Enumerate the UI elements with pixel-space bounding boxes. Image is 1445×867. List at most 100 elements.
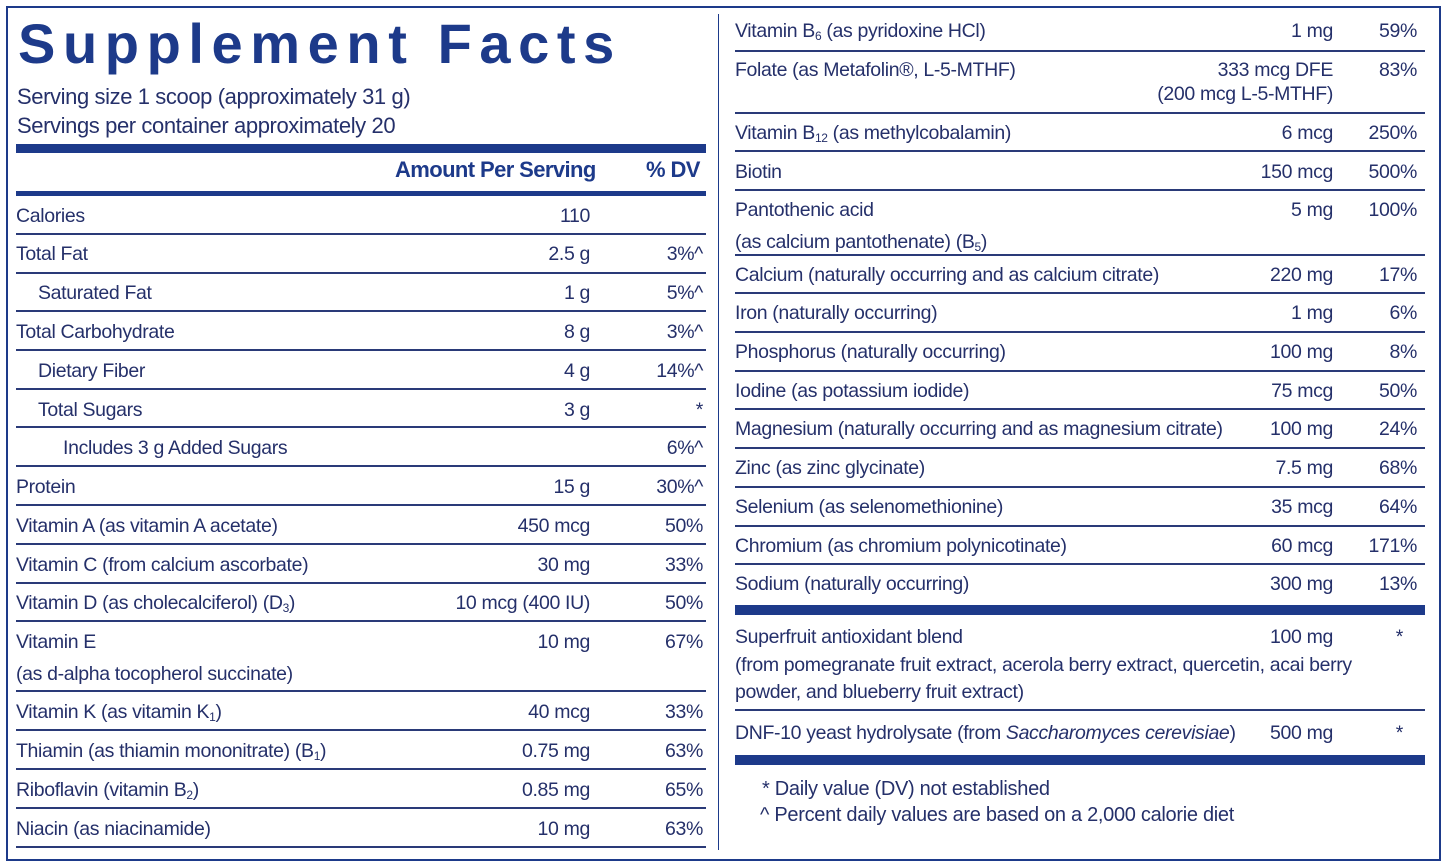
amount: 2.5 g bbox=[548, 243, 590, 265]
percent-dv: 5%^ bbox=[666, 282, 704, 304]
nutrient-name: Calories bbox=[16, 202, 85, 230]
row-divider bbox=[735, 370, 1425, 372]
nutrient-name: Total Carbohydrate bbox=[16, 318, 175, 346]
row-divider bbox=[735, 150, 1425, 152]
amount: 15 g bbox=[553, 476, 590, 498]
row-divider bbox=[16, 465, 706, 467]
percent-dv: 14%^ bbox=[656, 360, 703, 382]
label-text: Total Sugars bbox=[38, 399, 143, 421]
amount: 35 mcg bbox=[1271, 496, 1333, 518]
nutrient-name: Phosphorus (naturally occurring) bbox=[735, 338, 1006, 366]
nutrient-name: Protein bbox=[16, 473, 76, 501]
row-divider bbox=[735, 408, 1425, 410]
footnote-percent: ^ Percent daily values are based on a 2,… bbox=[760, 804, 1235, 826]
percent-dv: 171% bbox=[1368, 535, 1418, 557]
row-divider bbox=[16, 504, 706, 506]
label-text: Selenium (as selenomethionine) bbox=[735, 496, 1004, 518]
row-divider bbox=[16, 620, 706, 622]
row-divider bbox=[16, 543, 706, 545]
percent-dv: 500% bbox=[1368, 161, 1418, 183]
label-text: Protein bbox=[16, 476, 76, 498]
label-text: Magnesium (naturally occurring and as ma… bbox=[735, 418, 1223, 440]
row-divider bbox=[735, 292, 1425, 294]
percent-dv: 50% bbox=[1379, 380, 1417, 402]
thick-rule bbox=[16, 144, 706, 153]
label-text: Total Fat bbox=[16, 243, 88, 265]
label-text: (as d-alpha tocopherol succinate) bbox=[16, 663, 293, 685]
nutrient-name: Vitamin E bbox=[16, 628, 96, 656]
label-text: ) bbox=[215, 701, 223, 723]
label-text: Chromium (as chromium polynicotinate) bbox=[735, 535, 1067, 557]
percent-dv: 67% bbox=[665, 631, 703, 653]
label-text: Vitamin D (as cholecalciferol) (D bbox=[16, 592, 283, 614]
label-text: Saturated Fat bbox=[38, 282, 152, 304]
percent-dv: 3%^ bbox=[666, 243, 704, 265]
amount: 1 g bbox=[563, 282, 590, 304]
amount: 30 mg bbox=[537, 554, 591, 576]
label-frame bbox=[6, 6, 1441, 861]
amount: 60 mcg bbox=[1271, 535, 1333, 557]
amount: 100 mg bbox=[1270, 418, 1333, 440]
subscript: 6 bbox=[814, 29, 822, 43]
row-divider bbox=[735, 709, 1425, 711]
percent-dv: 50% bbox=[665, 515, 703, 537]
nutrient-name: Vitamin K (as vitamin K1) bbox=[16, 698, 222, 731]
row-divider bbox=[16, 768, 706, 770]
label-text: (as pyridoxine HCl) bbox=[821, 20, 986, 42]
servings-per-container: Servings per container approximately 20 bbox=[17, 113, 396, 138]
label-text: ) bbox=[320, 740, 327, 762]
nutrient-name: Iron (naturally occurring) bbox=[735, 299, 938, 327]
row-divider bbox=[16, 582, 706, 584]
subscript: 12 bbox=[814, 131, 828, 145]
row-divider bbox=[735, 50, 1425, 52]
amount: 333 mcg DFE bbox=[1217, 59, 1334, 81]
amount: 300 mg bbox=[1270, 573, 1333, 595]
percent-dv: 50% bbox=[665, 592, 703, 614]
dv-header: % DV bbox=[646, 157, 700, 182]
footnote-dv: * Daily value (DV) not established bbox=[762, 778, 1050, 800]
nutrient-name: Zinc (as zinc glycinate) bbox=[735, 454, 925, 482]
percent-dv: 63% bbox=[665, 818, 703, 840]
nutrient-name: Saturated Fat bbox=[38, 279, 152, 307]
nutrient-name: Pantothenic acid bbox=[735, 196, 874, 224]
amount: 1 mg bbox=[1291, 302, 1333, 324]
amount: 0.85 mg bbox=[521, 779, 590, 801]
nutrient-name: Superfruit antioxidant blend bbox=[735, 623, 963, 651]
nutrient-name-detail: (as d-alpha tocopherol succinate) bbox=[16, 660, 293, 688]
amount: 450 mcg bbox=[517, 515, 591, 537]
nutrient-name: Vitamin A (as vitamin A acetate) bbox=[16, 512, 278, 540]
percent-dv: 6%^ bbox=[666, 437, 704, 459]
percent-dv: 59% bbox=[1379, 20, 1417, 42]
label-text: Folate (as Metafolin®, L-5-MTHF) bbox=[735, 59, 1016, 81]
row-divider bbox=[735, 486, 1425, 488]
nutrient-name: Includes 3 g Added Sugars bbox=[63, 434, 288, 462]
subscript: 3 bbox=[282, 601, 290, 615]
label-text: (as methylcobalamin) bbox=[827, 122, 1012, 144]
amount: 150 mcg bbox=[1260, 161, 1334, 183]
row-divider bbox=[735, 563, 1425, 565]
nutrient-name: Total Sugars bbox=[38, 396, 143, 424]
header-rule bbox=[16, 191, 706, 196]
nutrient-name: Total Fat bbox=[16, 240, 88, 268]
label-text: Saccharomyces cerevisiae bbox=[1005, 722, 1230, 744]
label-text: Vitamin E bbox=[16, 631, 96, 653]
nutrient-name: Biotin bbox=[735, 158, 782, 186]
label-text: ) bbox=[192, 779, 200, 801]
row-divider bbox=[16, 807, 706, 809]
label-text: Vitamin C (from calcium ascorbate) bbox=[16, 554, 309, 576]
percent-dv: 17% bbox=[1379, 264, 1417, 286]
nutrient-name: Vitamin C (from calcium ascorbate) bbox=[16, 551, 309, 579]
row-divider bbox=[16, 426, 706, 428]
label-text: Vitamin B bbox=[735, 122, 815, 144]
amount: 0.75 mg bbox=[521, 740, 590, 762]
percent-dv: 24% bbox=[1379, 418, 1417, 440]
amount: 1 mg bbox=[1291, 20, 1333, 42]
label-text: Vitamin B bbox=[735, 20, 815, 42]
amount: 100 mg bbox=[1270, 626, 1333, 648]
nutrient-name-detail: (as calcium pantothenate) (B5) bbox=[735, 228, 987, 261]
amount: 10 mcg (400 IU) bbox=[455, 592, 590, 614]
label-text: DNF-10 yeast hydrolysate (from bbox=[735, 722, 1006, 744]
label-text: Phosphorus (naturally occurring) bbox=[735, 341, 1006, 363]
amount: 3 g bbox=[563, 399, 590, 421]
amount: 7.5 mg bbox=[1275, 457, 1333, 479]
